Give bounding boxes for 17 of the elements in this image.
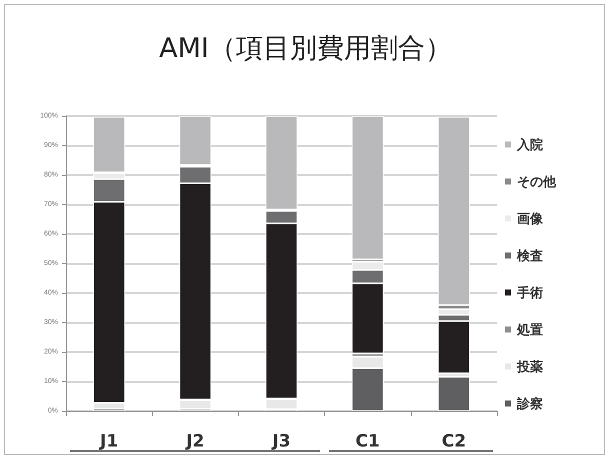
legend-label: 診察 xyxy=(516,396,543,411)
legend-label: 投薬 xyxy=(516,359,543,374)
x-tick-label: J1 xyxy=(99,432,118,452)
x-tick-label: C2 xyxy=(442,432,466,452)
legend-label: 処置 xyxy=(516,322,543,337)
x-tick-label: J2 xyxy=(185,432,204,452)
legend-label: その他 xyxy=(517,174,557,189)
legend-label: 入院 xyxy=(516,137,543,152)
legend-label: 手術 xyxy=(516,285,543,300)
x-tick-label: C1 xyxy=(356,432,380,452)
chart-title: AMI（項目別費用割合） xyxy=(159,33,452,64)
bar xyxy=(438,376,470,411)
legend-label: 画像 xyxy=(517,211,544,226)
legend-label: 検査 xyxy=(516,248,543,263)
bar xyxy=(352,116,384,260)
bar xyxy=(438,116,470,306)
x-tick-label: J3 xyxy=(271,432,291,452)
